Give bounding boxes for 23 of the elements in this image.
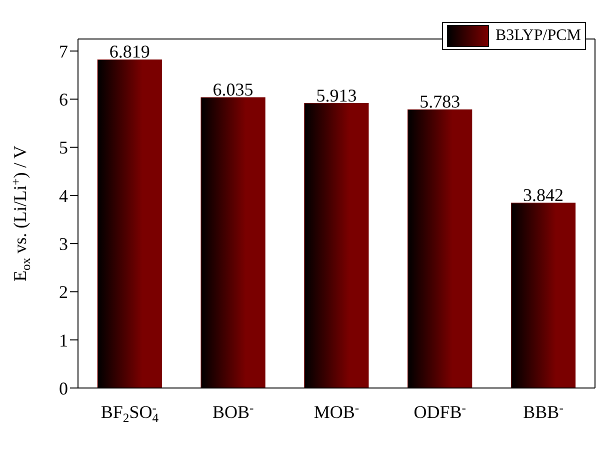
x-tick-label: ODFB$^{-}$ <box>414 401 466 422</box>
data-label: 6.035 <box>212 79 254 100</box>
x-tick-label: MOB$^{-}$ <box>314 401 360 422</box>
bar <box>408 109 472 388</box>
x-tick-label: BOB$^{-}$ <box>212 401 254 422</box>
x-tick-label: BBB$^{-}$ <box>523 401 564 422</box>
bar <box>304 103 369 388</box>
y-tick-label: 6 <box>59 90 68 110</box>
y-tick-label: 1 <box>59 330 68 350</box>
bar <box>200 97 266 388</box>
bar <box>510 202 576 388</box>
data-label: 3.842 <box>522 185 564 206</box>
data-label: 5.913 <box>316 85 357 106</box>
y-tick-label: 4 <box>59 186 68 206</box>
y-tick-label: 0 <box>59 378 68 398</box>
data-label: 5.783 <box>420 92 460 112</box>
bar <box>97 59 162 388</box>
data-label: 6.819 <box>109 42 150 62</box>
y-tick-label: 2 <box>59 282 68 302</box>
legend-label: B3LYP/PCM <box>494 26 581 46</box>
y-tick-label: 7 <box>59 41 68 62</box>
y-tick-label: 5 <box>59 138 68 158</box>
y-tick-label: 3 <box>59 234 68 254</box>
